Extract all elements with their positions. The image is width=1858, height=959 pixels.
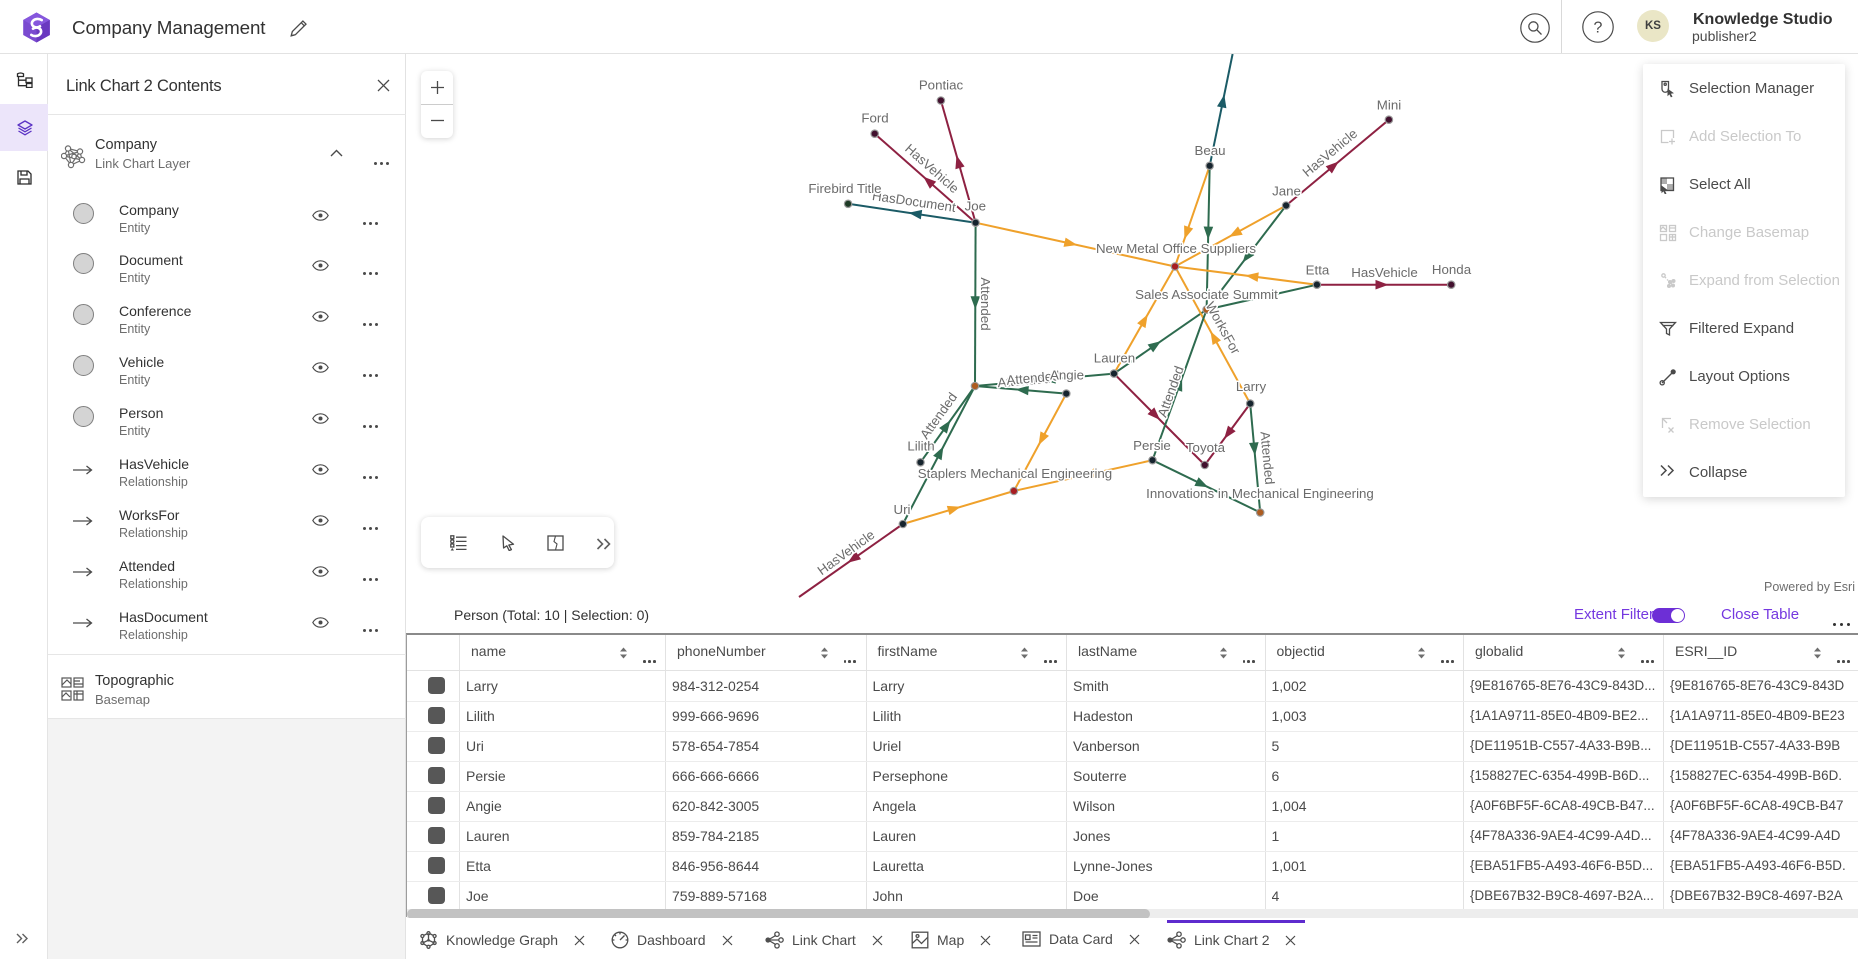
svg-text:Attended: Attended [997,371,1051,390]
svg-text:Lilith: Lilith [907,439,934,454]
svg-text:HasVehicle: HasVehicle [1351,265,1418,280]
svg-text:Attended: Attended [1006,368,1060,388]
svg-text:Honda: Honda [1432,262,1472,277]
svg-text:Persie: Persie [1133,438,1171,453]
svg-text:HasDocument: HasDocument [871,188,957,215]
svg-text:Ford: Ford [861,111,888,126]
svg-text:Attended: Attended [1257,431,1277,485]
svg-text:Mini: Mini [1377,98,1401,113]
svg-text:Toyota: Toyota [1186,440,1226,455]
svg-text:New Metal Office Suppliers: New Metal Office Suppliers [1096,241,1256,256]
svg-text:Pontiac: Pontiac [919,78,964,93]
svg-text:Sales Associate Summit: Sales Associate Summit [1135,287,1278,302]
svg-text:?: ? [1594,20,1603,37]
svg-text:HasVehicle: HasVehicle [1300,126,1361,180]
svg-text:Uri: Uri [894,502,911,517]
svg-text:Larry: Larry [1236,379,1267,394]
svg-text:Etta: Etta [1306,263,1330,278]
svg-text:Staplers Mechanical Engineerin: Staplers Mechanical Engineering [918,466,1112,481]
svg-text:HasVehicle: HasVehicle [815,527,878,578]
svg-text:Jane: Jane [1272,184,1301,199]
svg-text:Joe: Joe [965,199,986,214]
svg-text:Lauren: Lauren [1094,351,1135,366]
svg-text:Angie: Angie [1050,368,1084,383]
svg-text:Beau: Beau [1194,143,1225,158]
svg-text:Firebird Title: Firebird Title [808,181,881,196]
svg-text:Attended: Attended [978,277,993,330]
svg-text:HasVehicle: HasVehicle [902,141,962,196]
svg-text:Innovations in Mechanical Engi: Innovations in Mechanical Engineering [1146,486,1374,501]
